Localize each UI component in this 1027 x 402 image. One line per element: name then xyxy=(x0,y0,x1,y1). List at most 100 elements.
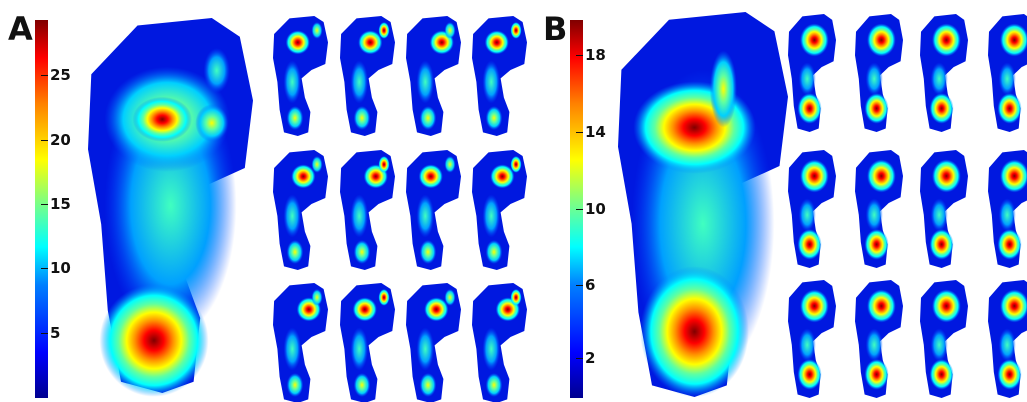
small-foot-b-4-pressure-spot-1 xyxy=(997,93,1022,124)
small-foot-a-7-pressure-spot-1 xyxy=(444,156,456,173)
small-foot-a-4 xyxy=(472,16,527,136)
small-foot-b-5-pressure-spot-1 xyxy=(797,229,822,260)
small-foot-a-5-pressure-spot-2 xyxy=(283,194,302,238)
small-foot-b-3 xyxy=(920,14,968,132)
small-foot-a-8-pressure-spot-0 xyxy=(490,164,515,189)
small-foot-b-10 xyxy=(855,280,903,398)
small-foot-b-12-pressure-spot-0 xyxy=(1000,289,1027,323)
small-foot-a-10-pressure-spot-1 xyxy=(378,289,390,306)
small-foot-a-11-pressure-spot-2 xyxy=(416,327,435,371)
small-foot-b-8-pressure-spot-2 xyxy=(998,198,1016,232)
small-foot-b-11-pressure-spot-2 xyxy=(930,328,948,362)
small-foot-a-9 xyxy=(273,283,328,402)
small-foot-b-3-pressure-spot-2 xyxy=(930,62,948,96)
small-foot-a-7-pressure-spot-0 xyxy=(418,164,443,189)
small-foot-a-6-pressure-spot-2 xyxy=(350,194,369,238)
small-foot-b-5 xyxy=(788,150,836,268)
small-foot-a-9-pressure-spot-2 xyxy=(283,327,302,371)
small-foot-a-7 xyxy=(406,150,461,270)
small-foot-a-1-pressure-spot-3 xyxy=(286,106,304,130)
small-foot-a-2 xyxy=(340,16,395,136)
small-foot-a-3-pressure-spot-3 xyxy=(419,106,437,130)
small-foot-b-8-pressure-spot-1 xyxy=(997,229,1022,260)
small-foot-b-7-pressure-spot-0 xyxy=(932,159,961,193)
average-foot-b-pressure-spot-2 xyxy=(709,50,738,128)
small-foot-b-5-pressure-spot-0 xyxy=(800,159,829,193)
small-foot-b-9-pressure-spot-2 xyxy=(798,328,816,362)
small-foot-b-9-pressure-spot-1 xyxy=(797,359,822,390)
panel-label-b: B xyxy=(543,10,568,48)
small-foot-b-6-pressure-spot-2 xyxy=(865,198,883,232)
small-foot-b-5-pressure-spot-2 xyxy=(798,198,816,232)
small-foot-a-3-pressure-spot-1 xyxy=(444,22,456,39)
small-foot-a-10-pressure-spot-0 xyxy=(352,297,377,322)
small-foot-a-2-pressure-spot-2 xyxy=(350,60,369,104)
small-foot-a-5-pressure-spot-1 xyxy=(311,156,323,173)
small-foot-b-2-pressure-spot-1 xyxy=(864,93,889,124)
small-foot-b-11-pressure-spot-1 xyxy=(929,359,954,390)
small-foot-b-4-pressure-spot-2 xyxy=(998,62,1016,96)
small-foot-a-7-pressure-spot-2 xyxy=(416,194,435,238)
small-foot-b-8 xyxy=(988,150,1027,268)
small-foot-b-8-pressure-spot-0 xyxy=(1000,159,1027,193)
small-foot-a-8 xyxy=(472,150,527,270)
small-foot-b-12 xyxy=(988,280,1027,398)
small-foot-a-1 xyxy=(273,16,328,136)
small-foot-a-12-pressure-spot-3 xyxy=(485,373,503,397)
small-foot-a-4-pressure-spot-1 xyxy=(510,22,522,39)
small-foot-a-3 xyxy=(406,16,461,136)
panel-label-a: A xyxy=(8,10,33,48)
small-foot-b-1-pressure-spot-2 xyxy=(798,62,816,96)
small-foot-a-4-pressure-spot-3 xyxy=(485,106,503,130)
small-foot-a-1-pressure-spot-2 xyxy=(283,60,302,104)
small-foot-a-11-pressure-spot-0 xyxy=(424,297,449,322)
small-foot-b-4-pressure-spot-0 xyxy=(1000,23,1027,57)
small-foot-a-4-pressure-spot-2 xyxy=(482,60,501,104)
small-foot-b-6-pressure-spot-0 xyxy=(867,159,896,193)
average-foot-b xyxy=(618,12,788,398)
small-foot-a-10-pressure-spot-2 xyxy=(350,327,369,371)
colorbar-a-tick-25: 25 xyxy=(50,66,71,84)
small-foot-a-11-pressure-spot-1 xyxy=(444,289,456,306)
small-foot-b-11 xyxy=(920,280,968,398)
small-foot-a-9-pressure-spot-1 xyxy=(311,289,323,306)
small-foot-a-11 xyxy=(406,283,461,402)
small-foot-b-3-pressure-spot-0 xyxy=(932,23,961,57)
small-foot-a-8-pressure-spot-1 xyxy=(510,156,522,173)
small-foot-b-11-pressure-spot-0 xyxy=(932,289,961,323)
small-foot-a-12-pressure-spot-2 xyxy=(482,327,501,371)
small-foot-a-8-pressure-spot-2 xyxy=(482,194,501,238)
colorbar-b-tick-6: 6 xyxy=(585,276,596,294)
average-foot-a-pressure-spot-4 xyxy=(203,48,230,93)
colorbar-a-tick-5: 5 xyxy=(50,324,61,342)
small-foot-b-9-pressure-spot-0 xyxy=(800,289,829,323)
average-foot-a xyxy=(88,18,253,397)
small-foot-a-3-pressure-spot-2 xyxy=(416,60,435,104)
small-foot-b-7-pressure-spot-2 xyxy=(930,198,948,232)
small-foot-a-7-pressure-spot-3 xyxy=(419,240,437,264)
small-foot-a-12 xyxy=(472,283,527,402)
colorbar-a-tick-10: 10 xyxy=(50,259,71,277)
average-foot-b-pressure-spot-3 xyxy=(640,266,749,398)
small-foot-b-1 xyxy=(788,14,836,132)
small-foot-a-5 xyxy=(273,150,328,270)
small-foot-b-2-pressure-spot-0 xyxy=(867,23,896,57)
small-foot-a-2-pressure-spot-1 xyxy=(378,22,390,39)
average-foot-a-pressure-spot-2 xyxy=(132,96,192,142)
average-foot-b-pressure-spot-1 xyxy=(633,81,756,174)
small-foot-b-4 xyxy=(988,14,1027,132)
small-foot-a-10-pressure-spot-3 xyxy=(353,373,371,397)
small-foot-a-6-pressure-spot-1 xyxy=(378,156,390,173)
small-foot-b-2 xyxy=(855,14,903,132)
small-foot-b-10-pressure-spot-0 xyxy=(867,289,896,323)
small-foot-b-1-pressure-spot-1 xyxy=(797,93,822,124)
small-foot-a-1-pressure-spot-0 xyxy=(285,30,310,55)
average-foot-a-pressure-spot-5 xyxy=(99,284,209,397)
small-foot-a-10 xyxy=(340,283,395,402)
small-foot-b-2-pressure-spot-2 xyxy=(865,62,883,96)
small-foot-b-12-pressure-spot-1 xyxy=(997,359,1022,390)
small-foot-b-1-pressure-spot-0 xyxy=(800,23,829,57)
small-foot-a-1-pressure-spot-1 xyxy=(311,22,323,39)
small-foot-a-8-pressure-spot-3 xyxy=(485,240,503,264)
